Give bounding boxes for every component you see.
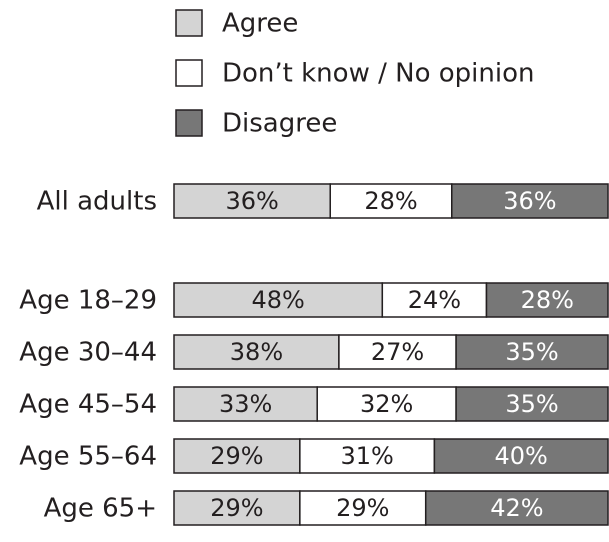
category-label: Age 65+ [44, 494, 157, 524]
value-label: 32% [360, 390, 413, 418]
category-label: Age 30–44 [19, 338, 157, 368]
value-label: 42% [490, 494, 543, 522]
value-label: 31% [340, 442, 393, 470]
legend-label: Disagree [222, 109, 337, 139]
bar-segment-don-t-know-no-opinion [338, 334, 457, 370]
bar-segment-don-t-know-no-opinion [329, 183, 453, 219]
value-label: 27% [371, 338, 424, 366]
legend: Agree Don’t know / No opinion Disagree [175, 9, 534, 139]
bar-row-age-18-29: Age 18–29 48% 24% 28% [19, 282, 609, 318]
value-label: 35% [505, 390, 558, 418]
bar-segment-disagree [455, 386, 609, 422]
bar-segment-disagree [451, 183, 609, 219]
value-label: 40% [495, 442, 548, 470]
legend-item-disagree: Disagree [175, 109, 337, 139]
bar-segment-agree [173, 183, 331, 219]
bar-row-age-30-44: Age 30–44 38% 27% 35% [19, 334, 609, 370]
bar-segment-don-t-know-no-opinion [299, 490, 427, 526]
bar-segment-agree [173, 386, 318, 422]
value-label: 38% [230, 338, 283, 366]
bar-row-age-55-64: Age 55–64 29% 31% 40% [19, 438, 609, 474]
bar-segment-disagree [455, 334, 609, 370]
bar-segment-agree [173, 334, 340, 370]
value-label: 24% [408, 286, 461, 314]
bar-segment-agree [173, 490, 301, 526]
value-label: 36% [503, 187, 556, 215]
bar-row-age-65: Age 65+ 29% 29% 42% [44, 490, 609, 526]
bar-segment-agree [173, 438, 301, 474]
bar-segment-disagree [485, 282, 609, 318]
legend-item-agree: Agree [175, 9, 298, 39]
bar-row-all-adults: All adults 36% 28% 36% [37, 183, 609, 219]
value-label: 28% [521, 286, 574, 314]
legend-item-don-t-know-no-opinion: Don’t know / No opinion [175, 59, 534, 89]
bar-row-age-45-54: Age 45–54 33% 32% 35% [19, 386, 609, 422]
value-label: 29% [210, 442, 263, 470]
bar-rows: All adults 36% 28% 36%Age 18–29 48% 24% 28%Age… [19, 183, 609, 526]
value-label: 36% [225, 187, 278, 215]
bar-segment-don-t-know-no-opinion [381, 282, 488, 318]
value-label: 33% [219, 390, 272, 418]
legend-label: Agree [222, 9, 298, 39]
category-label: Age 45–54 [19, 390, 157, 420]
legend-swatch [175, 9, 203, 37]
category-label: All adults [37, 187, 157, 217]
bar-segment-don-t-know-no-opinion [299, 438, 436, 474]
bar-segment-disagree [424, 490, 609, 526]
category-label: Age 18–29 [19, 286, 157, 316]
bar-segment-disagree [433, 438, 609, 474]
legend-swatch [175, 59, 203, 87]
legend-swatch [175, 109, 203, 137]
value-label: 29% [210, 494, 263, 522]
value-label: 35% [505, 338, 558, 366]
value-label: 48% [251, 286, 304, 314]
value-label: 29% [336, 494, 389, 522]
category-label: Age 55–64 [19, 442, 157, 472]
legend-label: Don’t know / No opinion [222, 59, 534, 89]
value-label: 28% [364, 187, 417, 215]
